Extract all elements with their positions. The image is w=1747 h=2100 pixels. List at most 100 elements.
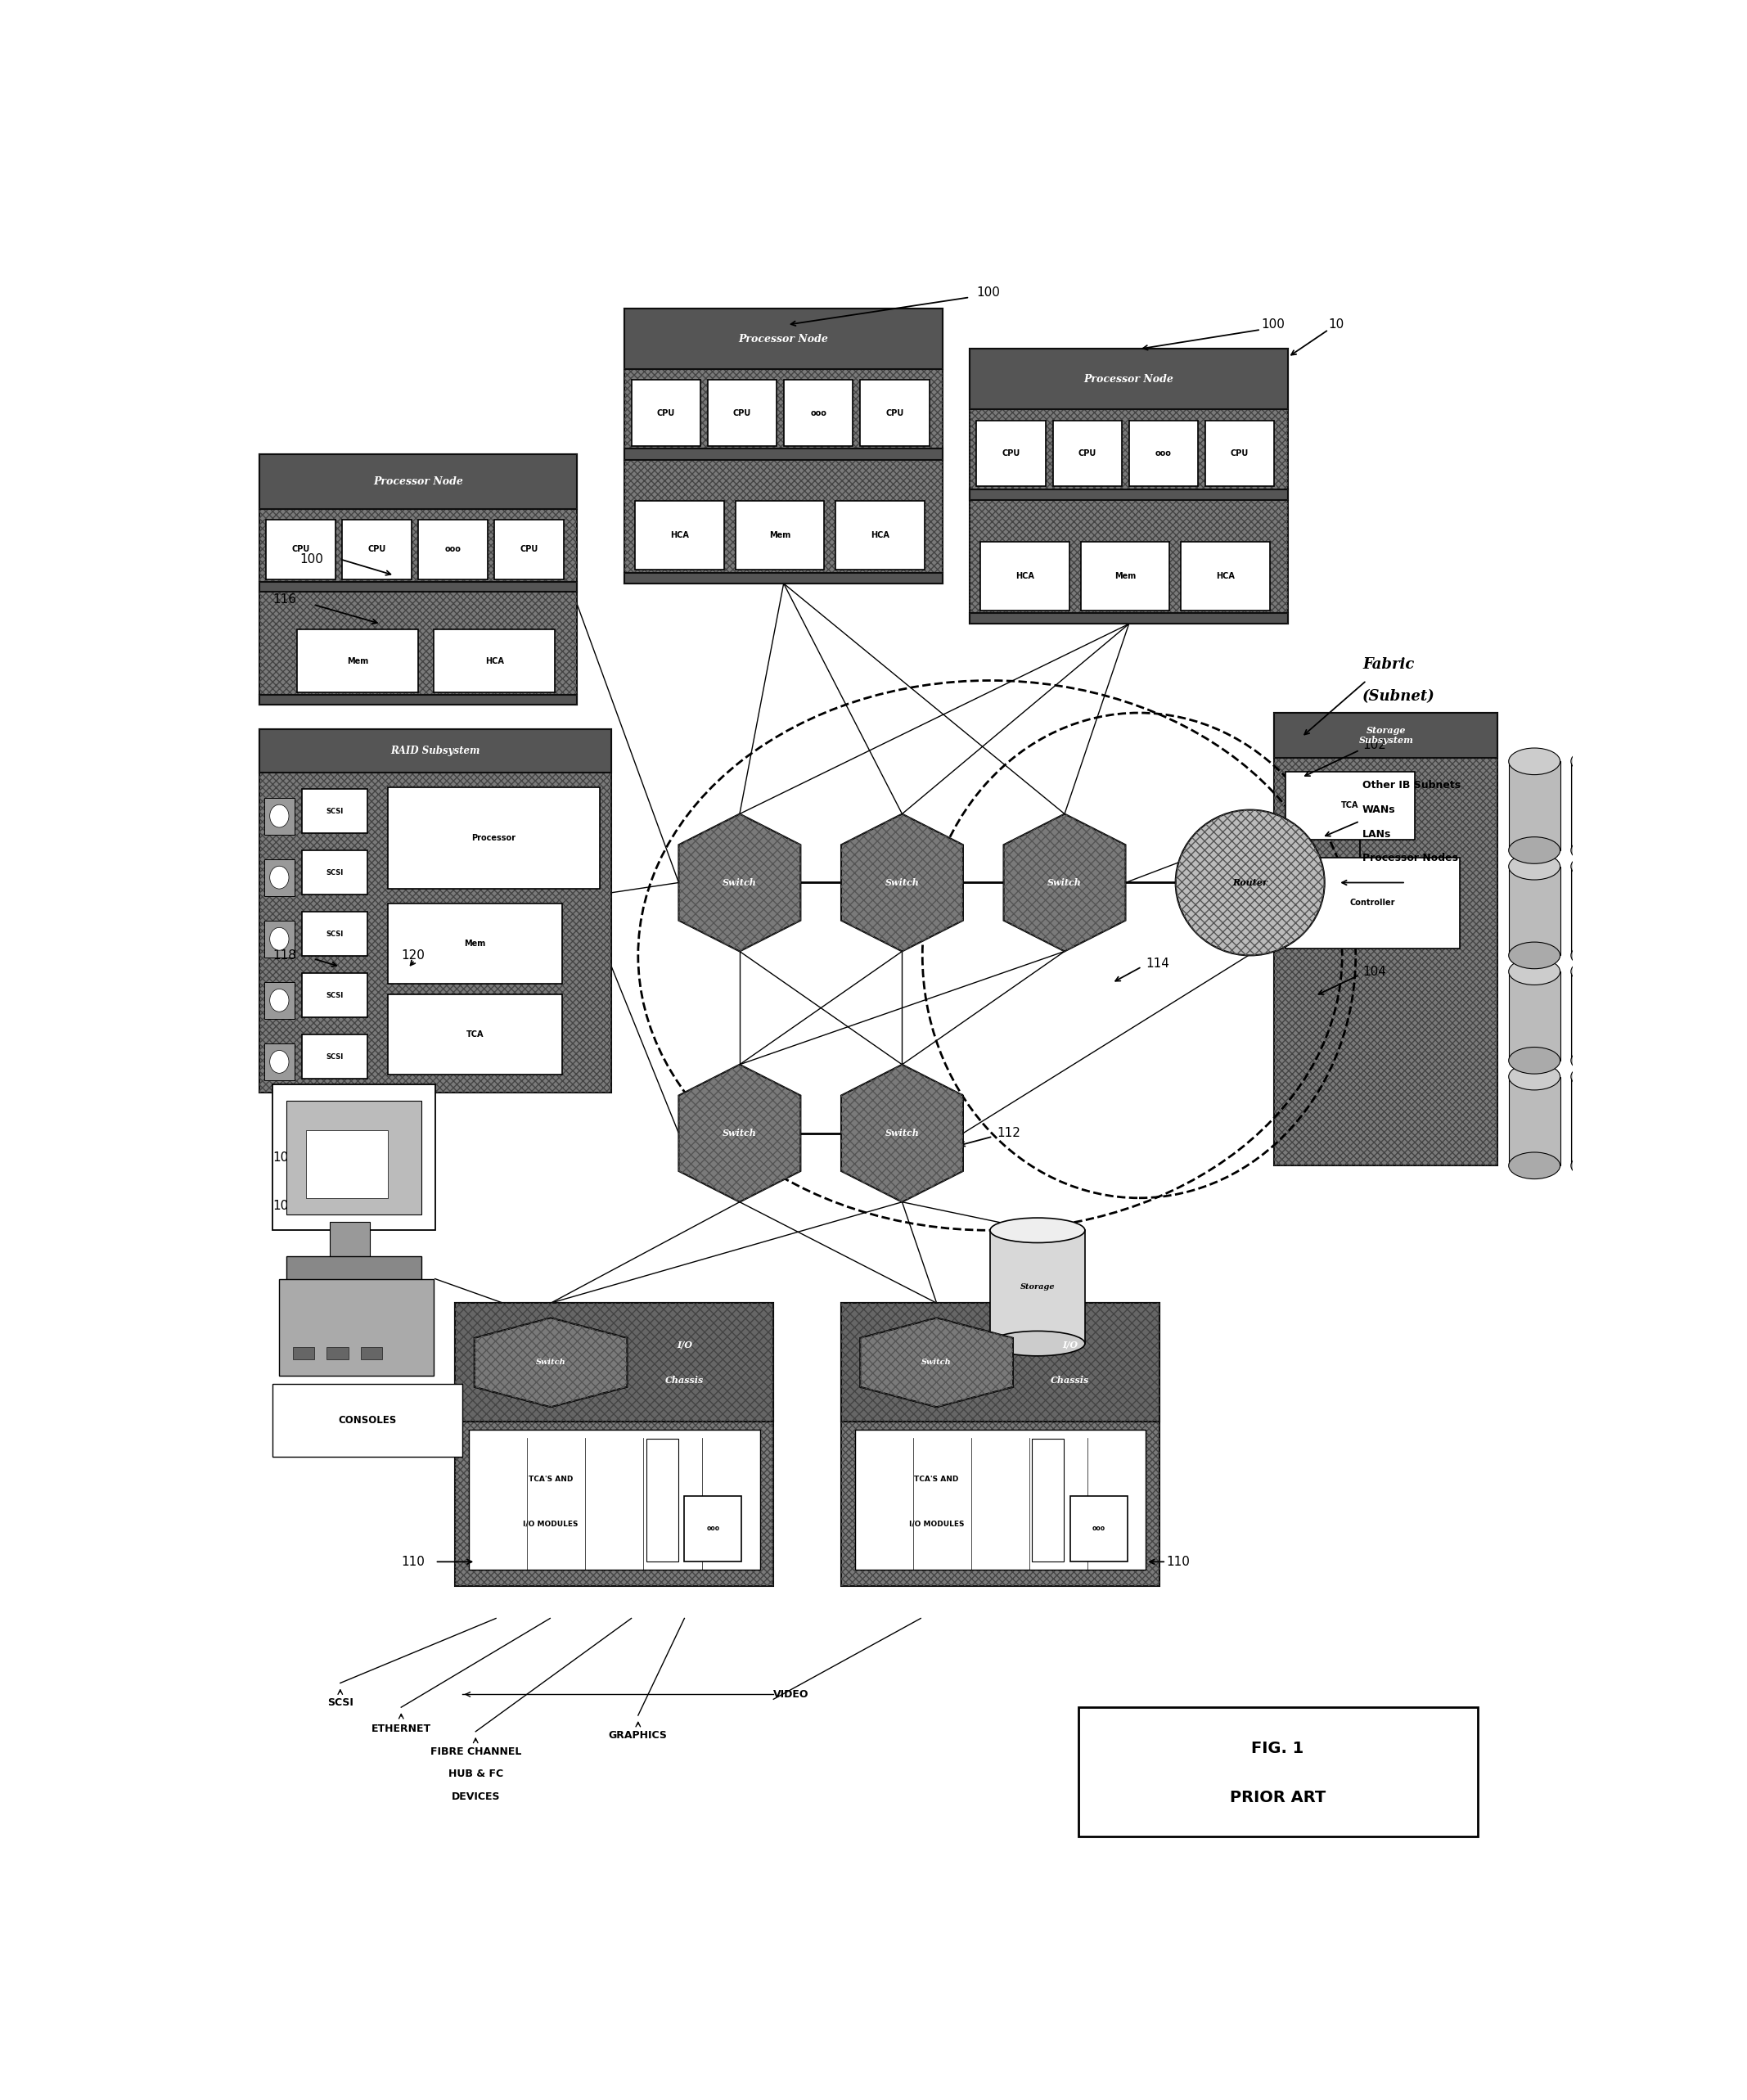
Text: SCSI: SCSI (327, 930, 344, 939)
Bar (456, 1302, 774, 1586)
Bar (977, 420, 1046, 487)
Text: 118: 118 (273, 949, 297, 962)
Ellipse shape (991, 1331, 1085, 1357)
Text: SCSI: SCSI (327, 1697, 353, 1707)
Bar (264, 859, 293, 897)
Bar (468, 1430, 760, 1571)
Bar (266, 519, 335, 580)
Ellipse shape (1509, 943, 1560, 968)
Text: ooo: ooo (1155, 449, 1172, 458)
Text: 108: 108 (273, 1199, 297, 1212)
Bar (1571, 867, 1623, 956)
Bar (259, 582, 577, 592)
Bar (860, 380, 929, 445)
Bar (854, 1430, 1146, 1571)
Text: Processor: Processor (472, 834, 515, 842)
Text: WANs: WANs (1363, 804, 1396, 815)
Bar (456, 1302, 774, 1586)
Bar (327, 1346, 348, 1359)
Text: Switch: Switch (723, 1130, 756, 1138)
Text: CPU: CPU (657, 410, 674, 418)
Bar (1509, 762, 1560, 851)
Text: HCA: HCA (486, 657, 503, 666)
Text: ooo: ooo (445, 546, 461, 554)
Ellipse shape (1571, 853, 1623, 880)
Ellipse shape (1571, 1048, 1623, 1073)
Bar (970, 489, 1288, 500)
Bar (1032, 1438, 1064, 1562)
Bar (360, 1346, 383, 1359)
Bar (273, 1086, 435, 1231)
Text: CONSOLES: CONSOLES (339, 1415, 397, 1426)
Bar (264, 798, 293, 834)
Ellipse shape (1571, 1063, 1623, 1090)
Bar (302, 911, 367, 956)
Text: CPU: CPU (1230, 449, 1249, 458)
Text: SCSI: SCSI (327, 991, 344, 1000)
Text: TCA: TCA (466, 1031, 484, 1040)
Ellipse shape (1509, 853, 1560, 880)
Ellipse shape (1176, 811, 1324, 956)
Bar (494, 519, 564, 580)
Bar (264, 983, 293, 1018)
Text: Processor Node: Processor Node (374, 477, 463, 487)
Text: I/O MODULES: I/O MODULES (908, 1520, 964, 1527)
Text: 106: 106 (273, 1151, 297, 1163)
Bar (280, 1279, 433, 1376)
Bar (1509, 972, 1560, 1060)
Bar (636, 502, 725, 569)
Bar (297, 630, 418, 693)
Text: ETHERNET: ETHERNET (370, 1724, 432, 1735)
Bar (1053, 420, 1122, 487)
Text: 116: 116 (273, 594, 297, 605)
Text: CPU: CPU (886, 410, 903, 418)
Bar (1571, 972, 1623, 1060)
Bar (1509, 1077, 1560, 1166)
Bar (259, 454, 577, 510)
Ellipse shape (1509, 748, 1560, 775)
Bar (259, 582, 577, 592)
Text: SCSI: SCSI (327, 1054, 344, 1061)
Circle shape (269, 989, 288, 1012)
Bar (970, 613, 1288, 624)
Bar (1275, 712, 1497, 758)
Bar (625, 309, 943, 370)
Text: CPU: CPU (292, 546, 309, 554)
Text: TCA'S AND: TCA'S AND (914, 1476, 959, 1483)
Circle shape (269, 865, 288, 888)
Text: HCA: HCA (870, 531, 889, 540)
Text: TCA'S AND: TCA'S AND (529, 1476, 573, 1483)
Bar (625, 573, 943, 584)
Bar (433, 630, 556, 693)
Ellipse shape (1509, 1048, 1560, 1073)
Bar (293, 1346, 314, 1359)
Text: 102: 102 (1363, 739, 1385, 752)
Bar (302, 851, 367, 895)
Bar (646, 1438, 678, 1562)
Bar (1205, 420, 1275, 487)
Bar (1286, 771, 1415, 840)
Text: I/O: I/O (676, 1340, 692, 1348)
Bar (287, 1256, 421, 1292)
Text: CPU: CPU (1003, 449, 1020, 458)
Bar (302, 1035, 367, 1079)
Polygon shape (1003, 815, 1125, 951)
Text: Mem: Mem (769, 531, 791, 540)
Bar (456, 1302, 774, 1422)
Bar (970, 349, 1288, 624)
Text: 100: 100 (300, 552, 323, 565)
Text: 114: 114 (1146, 958, 1169, 970)
Bar (1275, 712, 1497, 1166)
Text: 112: 112 (998, 1128, 1020, 1140)
Bar (342, 519, 411, 580)
Polygon shape (475, 1319, 627, 1407)
Text: Mem: Mem (465, 939, 486, 947)
Text: 10: 10 (1328, 319, 1345, 332)
Bar (1275, 712, 1497, 1166)
Bar (259, 729, 611, 773)
Bar (625, 309, 943, 584)
Text: I/O: I/O (1062, 1340, 1078, 1348)
Text: Mem: Mem (1115, 571, 1136, 580)
Bar (735, 502, 825, 569)
Bar (302, 972, 367, 1018)
